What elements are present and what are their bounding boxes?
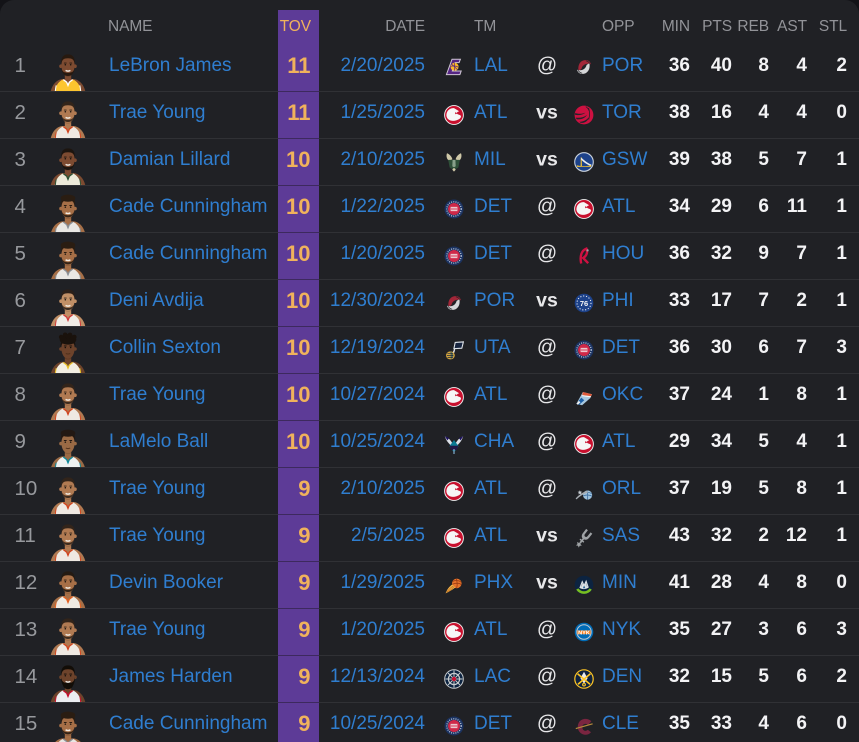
svg-text:NYK: NYK	[578, 630, 590, 636]
svg-text:76: 76	[580, 299, 588, 308]
